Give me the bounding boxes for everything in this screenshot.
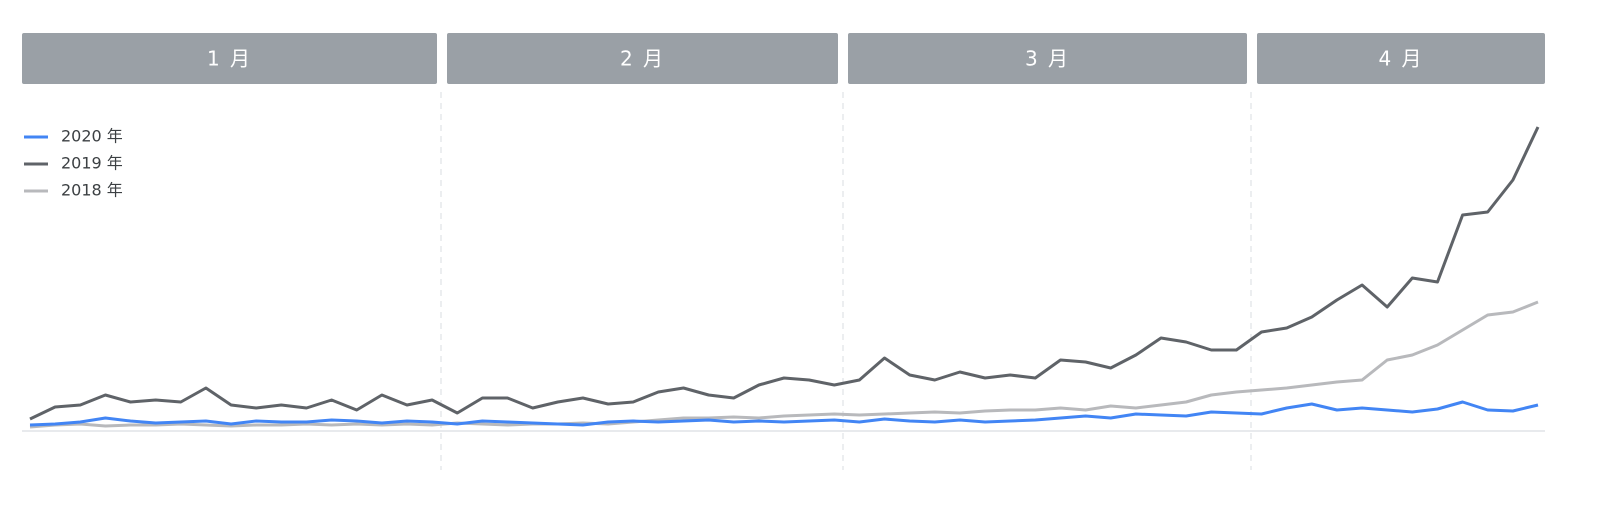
month-header [447, 33, 838, 84]
legend-label: 2018 年 [61, 181, 123, 200]
legend-label: 2019 年 [61, 154, 123, 173]
legend-label: 2020 年 [61, 127, 123, 146]
series-line [29, 126, 1540, 421]
month-header [1257, 33, 1545, 84]
series-line [29, 400, 1539, 427]
month-label: 3 月 [1025, 47, 1070, 71]
month-label: 4 月 [1378, 47, 1423, 71]
month-label: 1 月 [207, 47, 252, 71]
month-label: 2 月 [620, 47, 665, 71]
month-header [22, 33, 437, 84]
series-line [29, 300, 1539, 429]
month-header [848, 33, 1247, 84]
